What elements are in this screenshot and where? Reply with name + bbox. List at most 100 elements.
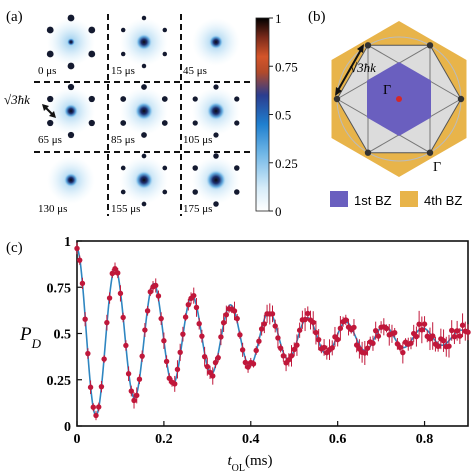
frame-time-label: 130 μs [38, 203, 67, 215]
frame-time-label: 65 μs [38, 134, 62, 146]
data-point [182, 314, 189, 320]
data-point [79, 280, 86, 287]
data-point [115, 270, 121, 276]
data-points [74, 242, 471, 421]
gamma-center-label: Γ [383, 83, 391, 98]
data-point [185, 302, 192, 308]
data-point [158, 315, 164, 322]
side-peak [120, 120, 127, 126]
x-tick-label: 0.6 [329, 432, 347, 447]
data-point [446, 343, 452, 349]
fit-curve [76, 247, 469, 417]
data-point [134, 392, 140, 399]
data-point [362, 350, 368, 356]
frame-dividers [34, 14, 250, 216]
side-peak [213, 84, 219, 90]
data-point [421, 321, 428, 327]
data-point [275, 335, 281, 341]
colorbar [255, 17, 270, 212]
x-axis-label: tOL(ms) [227, 453, 272, 474]
data-point [210, 373, 216, 379]
data-point [288, 353, 295, 359]
data-point [343, 317, 349, 323]
data-point [383, 325, 390, 332]
data-point [416, 321, 422, 327]
tof-frame: 65 μs [38, 83, 95, 146]
gamma-point [396, 96, 402, 102]
data-point [294, 342, 300, 348]
side-peak [141, 84, 147, 90]
y-tick-label: 1 [64, 235, 71, 250]
side-peak [46, 50, 54, 58]
data-point [451, 334, 458, 340]
data-point [117, 290, 124, 297]
data-point [82, 316, 88, 322]
data-point [337, 325, 344, 332]
central-peak [209, 35, 223, 49]
data-point [125, 371, 132, 377]
x-tick-label: 0.2 [155, 432, 173, 447]
x-tick-label: 0.4 [242, 432, 260, 447]
data-point [144, 308, 151, 314]
side-peak [213, 153, 219, 159]
frame-time-label: 85 μs [111, 134, 135, 146]
data-point [449, 327, 455, 334]
data-point [161, 338, 167, 344]
data-point [204, 363, 211, 370]
central-peak [67, 38, 75, 46]
data-point [123, 342, 129, 349]
side-peak [120, 96, 127, 102]
central-peak [64, 104, 78, 118]
side-peak [141, 153, 147, 159]
side-peak [67, 62, 75, 70]
side-peak [162, 165, 168, 171]
data-point [199, 333, 205, 339]
frame-time-label: 45 μs [183, 65, 207, 77]
side-peak [192, 189, 198, 195]
data-point [372, 327, 379, 334]
side-peak [141, 132, 147, 138]
colorbar-ticks: 1 0.75 0.5 0.25 0 [269, 11, 298, 219]
data-point [218, 334, 224, 340]
data-point [261, 321, 268, 327]
side-peak [88, 95, 95, 103]
side-peak [213, 132, 219, 138]
panel-b-label: (b) [308, 9, 326, 25]
tof-frame: 105 μs [183, 84, 240, 146]
side-peak [120, 165, 126, 171]
data-point [139, 353, 145, 359]
data-point [191, 292, 197, 299]
data-point [370, 340, 376, 346]
data-point [250, 361, 257, 367]
side-peak [67, 131, 75, 139]
data-point [296, 327, 303, 333]
data-point [172, 381, 178, 387]
data-point [305, 310, 311, 317]
frame-grid: 0 μs 15 μs 45 μs 65 μs 85 μs 105 μs 130 μs 155 … [38, 14, 240, 215]
y-tick-label: 0 [64, 420, 71, 435]
bz-legend: 1st BZ 4th BZ [330, 191, 462, 208]
data-point [310, 319, 316, 326]
reciprocal-lattice-point [333, 95, 341, 103]
side-peak [120, 189, 126, 195]
gamma-vertex-label: Γ [433, 160, 441, 175]
data-point [459, 322, 466, 328]
data-point [269, 311, 276, 317]
side-peak [120, 51, 126, 57]
data-point [155, 293, 162, 299]
data-point [435, 343, 441, 349]
data-point [277, 345, 284, 351]
tof-frame: 85 μs [111, 84, 168, 146]
x-tick-label: 0 [74, 432, 81, 447]
plot-frame [76, 240, 469, 427]
side-peak [47, 119, 54, 127]
tof-frame: 175 μs [183, 153, 240, 215]
frame-time-label: 0 μs [38, 65, 56, 77]
data-point [193, 304, 200, 311]
side-peak [141, 63, 147, 69]
data-point [106, 295, 113, 301]
reciprocal-lattice-point [457, 95, 465, 103]
data-point [237, 332, 243, 338]
data-point [112, 265, 118, 272]
data-point [109, 270, 115, 277]
